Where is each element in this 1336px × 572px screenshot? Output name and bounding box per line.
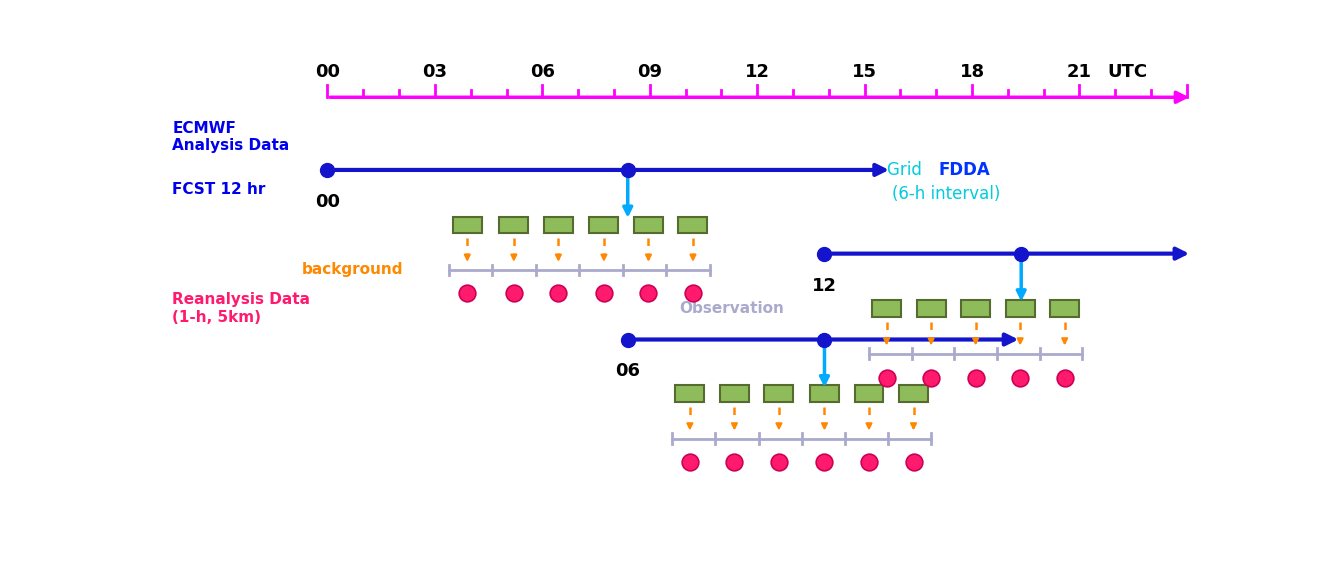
Text: 21: 21: [1067, 62, 1092, 81]
Text: Grid: Grid: [887, 161, 927, 179]
FancyBboxPatch shape: [764, 386, 794, 402]
Text: FCST 12 hr: FCST 12 hr: [172, 182, 266, 197]
Text: 12: 12: [744, 62, 770, 81]
FancyBboxPatch shape: [810, 386, 839, 402]
Text: 18: 18: [959, 62, 985, 81]
Text: FDDA: FDDA: [938, 161, 990, 179]
FancyBboxPatch shape: [679, 217, 708, 233]
FancyBboxPatch shape: [453, 217, 482, 233]
Text: 03: 03: [422, 62, 448, 81]
Text: (6-h interval): (6-h interval): [892, 185, 1001, 203]
FancyBboxPatch shape: [589, 217, 619, 233]
Text: Reanalysis Data
(1-h, 5km): Reanalysis Data (1-h, 5km): [172, 292, 310, 325]
FancyBboxPatch shape: [1006, 300, 1034, 317]
FancyBboxPatch shape: [961, 300, 990, 317]
FancyBboxPatch shape: [855, 386, 883, 402]
FancyBboxPatch shape: [676, 386, 704, 402]
Text: UTC: UTC: [1108, 62, 1148, 81]
Text: background: background: [302, 261, 403, 276]
FancyBboxPatch shape: [720, 386, 749, 402]
Text: 00: 00: [315, 193, 339, 211]
Text: ECMWF
Analysis Data: ECMWF Analysis Data: [172, 121, 290, 153]
Text: 00: 00: [315, 62, 339, 81]
Text: 06: 06: [616, 363, 640, 380]
Text: 06: 06: [530, 62, 554, 81]
FancyBboxPatch shape: [916, 300, 946, 317]
FancyBboxPatch shape: [500, 217, 528, 233]
FancyBboxPatch shape: [635, 217, 663, 233]
FancyBboxPatch shape: [544, 217, 573, 233]
FancyBboxPatch shape: [899, 386, 929, 402]
Text: 15: 15: [852, 62, 878, 81]
FancyBboxPatch shape: [1050, 300, 1079, 317]
Text: Observation: Observation: [680, 301, 784, 316]
FancyBboxPatch shape: [872, 300, 900, 317]
Text: 09: 09: [637, 62, 663, 81]
Text: 12: 12: [812, 276, 836, 295]
